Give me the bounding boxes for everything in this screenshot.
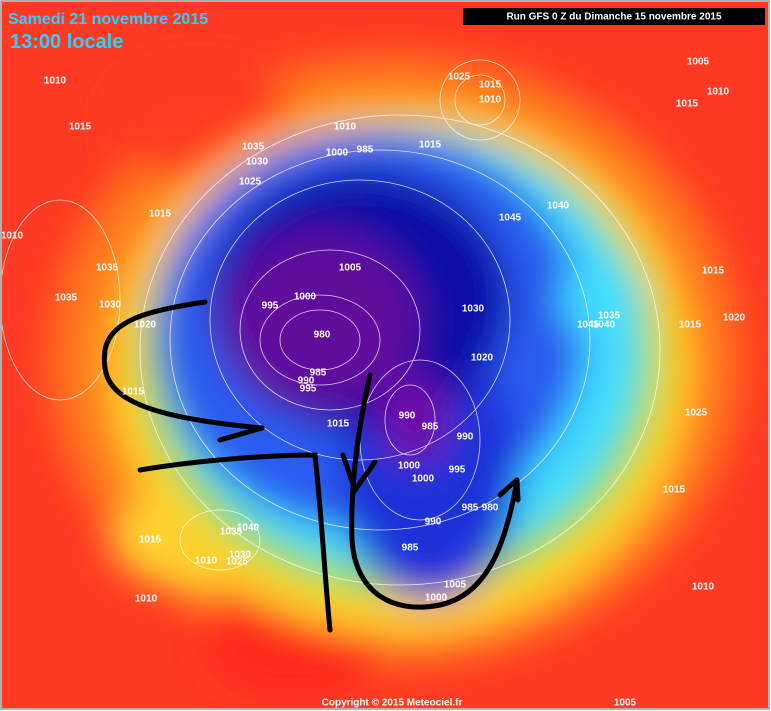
isobar-label: 1040 bbox=[547, 201, 570, 212]
isobar-label: 1040 bbox=[237, 523, 260, 534]
isobar-label: 1015 bbox=[327, 419, 350, 430]
isobar-label: 1015 bbox=[663, 485, 686, 496]
isobar-label: 985 bbox=[462, 503, 479, 514]
isobars bbox=[2, 59, 661, 586]
isobar-label: 1025 bbox=[448, 72, 471, 83]
isobar-label: 1035 bbox=[55, 293, 78, 304]
isobar-label: 1015 bbox=[679, 320, 702, 331]
isobar-label: 985 bbox=[310, 368, 327, 379]
isobar-label: 1030 bbox=[462, 304, 485, 315]
isobar-label: 990 bbox=[457, 432, 474, 443]
isobar-label: 1015 bbox=[149, 209, 172, 220]
copyright: Copyright © 2015 Meteociel.fr bbox=[322, 698, 463, 709]
isobar-label: 995 bbox=[300, 384, 317, 395]
isobar-label: 995 bbox=[449, 465, 466, 476]
isobar-label: 1005 bbox=[339, 263, 362, 274]
isobar-label: 1035 bbox=[598, 311, 621, 322]
isobar-label: 980 bbox=[314, 330, 331, 341]
isobar-label: 1015 bbox=[479, 80, 502, 91]
isobar-label: 1005 bbox=[614, 698, 637, 709]
isobar-label: 1010 bbox=[195, 556, 218, 567]
isobar-label: 990 bbox=[298, 376, 315, 387]
isobar-label: 1000 bbox=[425, 593, 448, 604]
date: Samedi 21 novembre 2015 bbox=[8, 11, 208, 28]
isobar-label: 1010 bbox=[334, 122, 357, 133]
isobar-label: 1015 bbox=[69, 122, 92, 133]
isobar-label: 1005 bbox=[444, 580, 467, 591]
isobar-label: 1030 bbox=[246, 157, 269, 168]
isobar-label: 980 bbox=[482, 503, 499, 514]
isobar-label: 1000 bbox=[326, 148, 349, 159]
isobar-label: 1030 bbox=[229, 550, 252, 561]
isobar-label: 1025 bbox=[226, 557, 249, 568]
isobar-label: 1025 bbox=[685, 408, 708, 419]
isobar-label: 1030 bbox=[99, 300, 122, 311]
isobar-label: 1015 bbox=[702, 266, 725, 277]
isobar-label: 1020 bbox=[723, 313, 746, 324]
isobar-label: 990 bbox=[399, 411, 416, 422]
isobar-label: 1000 bbox=[398, 461, 421, 472]
isobar-label: 1010 bbox=[479, 95, 502, 106]
isobar-label: 990 bbox=[425, 517, 442, 528]
isobar-label: 1040 bbox=[593, 320, 616, 331]
isobar-label: 985 bbox=[402, 543, 419, 554]
isobar-label: 1010 bbox=[135, 594, 158, 605]
isobar-label: 1015 bbox=[419, 140, 442, 151]
isobar-label: 995 bbox=[262, 301, 279, 312]
run-box bbox=[463, 8, 765, 25]
isobar-label: 1010 bbox=[692, 582, 715, 593]
isobar-label: 1010 bbox=[707, 87, 730, 98]
isobar-label: 1015 bbox=[676, 99, 699, 110]
isobar-label: 1020 bbox=[471, 353, 494, 364]
isobar-label: 1000 bbox=[294, 292, 317, 303]
isobar-label: 1015 bbox=[139, 535, 162, 546]
isobar-label: 1000 bbox=[412, 474, 435, 485]
isobar-label: 1020 bbox=[134, 320, 157, 331]
run-info: Run GFS 0 Z du Dimanche 15 novembre 2015 bbox=[506, 12, 722, 23]
isobar-label: 1045 bbox=[577, 320, 600, 331]
local-time: 13:00 locale bbox=[10, 31, 123, 53]
isobar-label: 1035 bbox=[96, 263, 119, 274]
isobar-label: 1010 bbox=[1, 231, 24, 242]
isobar-label: 985 bbox=[422, 422, 439, 433]
isobar-label: 1010 bbox=[44, 76, 67, 87]
isobar-label: 1035 bbox=[220, 527, 243, 538]
isobar-label: 1035 bbox=[242, 142, 265, 153]
isobar-label: 1015 bbox=[122, 387, 145, 398]
jet-arrows bbox=[101, 299, 521, 633]
isobar-label: 1025 bbox=[239, 177, 262, 188]
isobar-label: 985 bbox=[357, 145, 374, 156]
isobar-label: 1045 bbox=[499, 213, 522, 224]
isobar-label: 1005 bbox=[687, 57, 710, 68]
